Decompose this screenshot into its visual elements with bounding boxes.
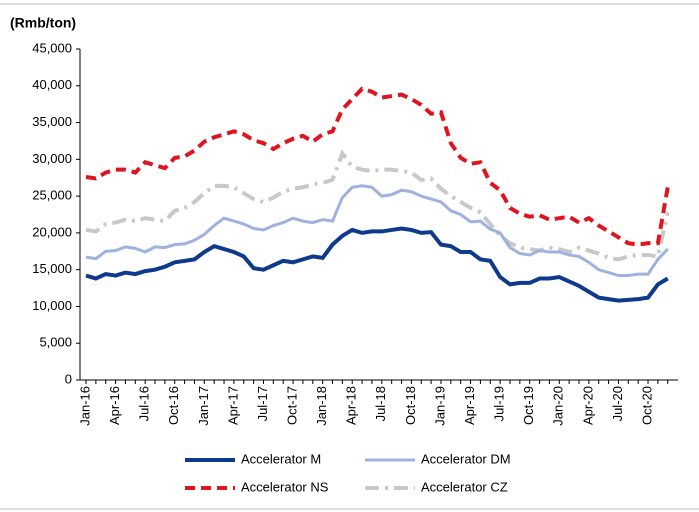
series-line <box>85 86 670 247</box>
y-tick-label: 35,000 <box>32 114 72 129</box>
x-tick-label: Jul-17 <box>255 386 270 421</box>
x-tick-label: Oct-17 <box>284 386 299 425</box>
x-tick-label: Jul-19 <box>492 386 507 421</box>
legend-label: Accelerator NS <box>241 479 329 494</box>
x-tick-label: Jul-16 <box>137 386 152 421</box>
y-tick-label: 15,000 <box>32 261 72 276</box>
x-tick-label: Apr-16 <box>107 386 122 425</box>
y-tick-label: 5,000 <box>39 335 72 350</box>
x-tick-label: Jan-20 <box>551 386 566 426</box>
x-tick-label: Jan-18 <box>314 386 329 426</box>
x-tick-label: Apr-17 <box>225 386 240 425</box>
x-tick-label: Jul-18 <box>373 386 388 421</box>
x-tick-label: Oct-19 <box>521 386 536 425</box>
x-tick-label: Apr-18 <box>344 386 359 425</box>
legend-label: Accelerator M <box>241 451 321 466</box>
x-tick-label: Apr-20 <box>580 386 595 425</box>
y-tick-label: 30,000 <box>32 151 72 166</box>
y-tick-label: 45,000 <box>32 40 72 55</box>
x-tick-label: Jan-19 <box>432 386 447 426</box>
x-tick-label: Apr-19 <box>462 386 477 425</box>
y-tick-label: 20,000 <box>32 224 72 239</box>
series-line <box>85 149 670 262</box>
x-tick-label: Oct-16 <box>166 386 181 425</box>
series-line <box>85 184 669 278</box>
y-tick-label: 40,000 <box>32 77 72 92</box>
x-tick-label: Jul-20 <box>610 386 625 421</box>
x-tick-label: Jan-16 <box>77 386 92 426</box>
series-line <box>85 226 669 303</box>
x-tick-label: Oct-18 <box>403 386 418 425</box>
x-tick-label: Oct-20 <box>639 386 654 425</box>
y-tick-label: 25,000 <box>32 188 72 203</box>
chart-title: (Rmb/ton) <box>10 15 76 31</box>
legend-label: Accelerator DM <box>421 451 511 466</box>
y-tick-label: 10,000 <box>32 298 72 313</box>
y-tick-label: 0 <box>65 371 72 386</box>
x-tick-label: Jan-17 <box>196 386 211 426</box>
legend-label: Accelerator CZ <box>421 479 508 494</box>
